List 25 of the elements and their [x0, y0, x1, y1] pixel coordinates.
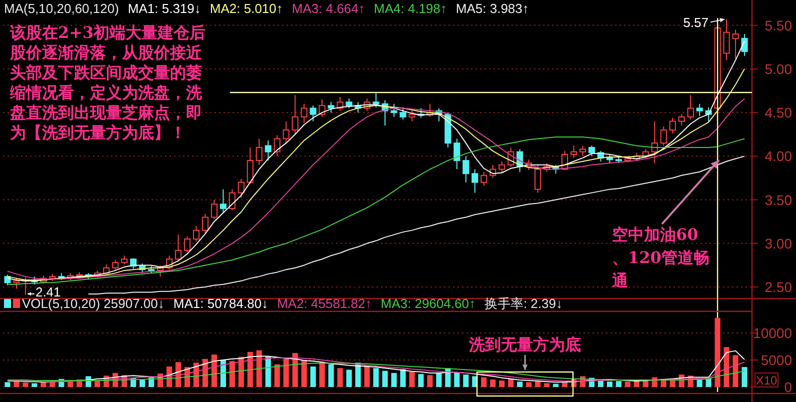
text: X10 — [756, 374, 778, 388]
text: MA3: 29604.60↑ — [380, 296, 476, 311]
y-tick-label: 2.50 — [764, 279, 792, 296]
annotation: 空中加油60、120管道畅通 — [611, 225, 710, 290]
y-tick-label: 5000 — [760, 352, 792, 368]
annotation: 5.57 — [683, 15, 709, 30]
text: MA1: 50784.80↓ — [173, 296, 268, 311]
text: MA3: 4.664↑ — [292, 1, 365, 16]
text: MA4: 4.198↑ — [374, 1, 447, 16]
y-tick-label: 4.50 — [764, 104, 792, 121]
annotation: 洗到无量方为底 — [468, 335, 581, 354]
annotation: MA(5,10,20,60,120) — [4, 1, 119, 16]
annotation: 换手率: 2.39↓ — [484, 296, 562, 311]
text: MA1: 5.319↓ — [128, 1, 201, 16]
y-tick-label: 10000 — [753, 325, 792, 341]
text: MA5: 3.983↑ — [456, 1, 529, 16]
annotation: 该股在2+3初端大量建仓后股价逐渐滑落，从股价接近头部及下跌区间成交量的萎缩情况看，定义为洗盘，洗盘直洗到出现量芝麻点，即为【洗到无量方为底】！ — [9, 23, 206, 142]
y-tick-label: 0 — [784, 379, 792, 395]
y-tick-label: 4.00 — [764, 148, 792, 164]
text: MA2: 45581.82↑ — [277, 296, 372, 311]
y-tick-label: 5.50 — [764, 17, 792, 34]
text: MA2: 5.010↑ — [210, 1, 283, 16]
y-tick-label: 3.00 — [764, 235, 792, 252]
y-tick-label: 5.00 — [764, 60, 792, 77]
y-tick-label: 3.50 — [764, 192, 792, 208]
